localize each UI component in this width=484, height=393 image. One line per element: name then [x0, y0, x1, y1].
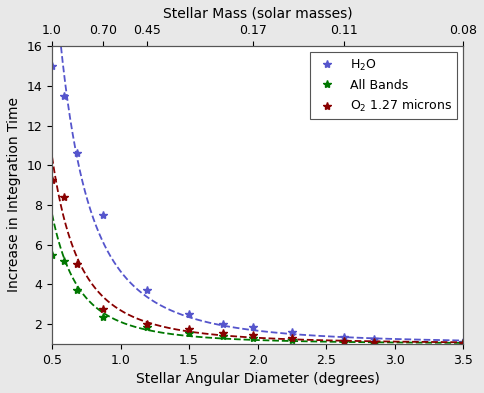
All Bands	[49, 252, 55, 257]
O$_2$ 1.27 microns	[100, 307, 106, 311]
All Bands	[100, 315, 106, 320]
H$_2$O	[289, 329, 295, 334]
H$_2$O	[220, 321, 226, 326]
O$_2$ 1.27 microns	[341, 338, 347, 343]
All Bands	[186, 331, 192, 335]
H$_2$O	[61, 94, 67, 98]
All Bands	[460, 341, 466, 346]
H$_2$O	[100, 213, 106, 217]
All Bands	[371, 340, 377, 345]
All Bands	[220, 334, 226, 338]
H$_2$O	[74, 151, 80, 156]
O$_2$ 1.27 microns	[74, 262, 80, 267]
Line: O$_2$ 1.27 microns: O$_2$ 1.27 microns	[48, 176, 467, 347]
O$_2$ 1.27 microns	[61, 195, 67, 199]
H$_2$O	[49, 64, 55, 68]
O$_2$ 1.27 microns	[49, 178, 55, 182]
H$_2$O	[186, 312, 192, 316]
Y-axis label: Increase in Integration Time: Increase in Integration Time	[7, 97, 21, 292]
O$_2$ 1.27 microns	[144, 321, 150, 326]
All Bands	[289, 338, 295, 342]
All Bands	[144, 325, 150, 329]
O$_2$ 1.27 microns	[186, 327, 192, 331]
O$_2$ 1.27 microns	[289, 336, 295, 340]
Line: All Bands: All Bands	[48, 250, 467, 347]
All Bands	[74, 288, 80, 292]
H$_2$O	[144, 288, 150, 292]
O$_2$ 1.27 microns	[220, 331, 226, 335]
O$_2$ 1.27 microns	[371, 340, 377, 344]
H$_2$O	[251, 325, 257, 329]
X-axis label: Stellar Angular Diameter (degrees): Stellar Angular Diameter (degrees)	[136, 372, 379, 386]
H$_2$O	[341, 334, 347, 339]
Line: H$_2$O: H$_2$O	[48, 62, 467, 346]
O$_2$ 1.27 microns	[460, 340, 466, 345]
H$_2$O	[460, 340, 466, 344]
X-axis label: Stellar Mass (solar masses): Stellar Mass (solar masses)	[163, 7, 352, 21]
H$_2$O	[371, 336, 377, 341]
All Bands	[341, 340, 347, 344]
All Bands	[61, 259, 67, 264]
O$_2$ 1.27 microns	[251, 332, 257, 337]
Legend: H$_2$O, All Bands, O$_2$ 1.27 microns: H$_2$O, All Bands, O$_2$ 1.27 microns	[310, 53, 457, 119]
All Bands	[251, 336, 257, 340]
